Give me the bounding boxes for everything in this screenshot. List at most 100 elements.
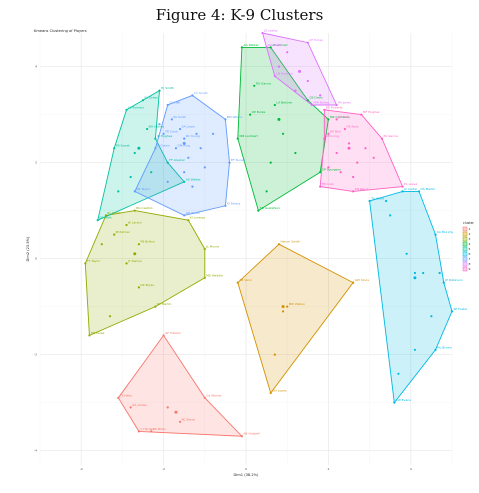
cluster-3-point-label: DK Bryan (140, 283, 154, 287)
cluster-8-point (310, 103, 314, 107)
cluster-1-point (129, 406, 132, 409)
cluster-6-point (368, 199, 371, 203)
cluster-4-point-label: LA Belcher (276, 101, 293, 105)
cluster-3-point-label: JT Ramos (127, 259, 142, 263)
cluster-2-point (352, 281, 355, 284)
cluster-5-point-label: HJ Smith (161, 86, 174, 90)
cluster-2-centroid (281, 304, 286, 309)
grid-layer (39, 33, 453, 465)
cluster-2-point-label: Hanon Smith (280, 240, 300, 244)
legend-label-9: 9 (469, 267, 471, 271)
legend-label-3: 3 (469, 237, 471, 241)
cluster-5-point-label: FF Alvarez (169, 158, 185, 162)
figure-title: Figure 4: K-9 Clusters (155, 6, 324, 24)
cluster-7-point (187, 156, 190, 159)
cluster-5-point (150, 171, 153, 174)
cluster-5-point (96, 219, 99, 222)
cluster-8-point-label: JG Lasley (263, 29, 278, 33)
cluster-8-point (286, 51, 289, 54)
cluster-3-point (187, 219, 190, 222)
cluster-9-point-label: JW Price (337, 115, 350, 119)
cluster-8-point (273, 75, 276, 78)
cluster-3-point-label: ME Weddle (206, 273, 223, 277)
cluster-7-point-label: RC Young (186, 134, 200, 138)
label-layer: GF Hakam FS Heitz C Hardin AB Hubbell Cd Wai… (86, 29, 468, 436)
cluster-6-point-label: JC Carter (403, 187, 418, 191)
cluster-7-point-label: PA Scott (173, 115, 186, 119)
cluster-1-point (203, 396, 206, 399)
cluster-6-point (405, 252, 408, 255)
cluster-7-point (154, 147, 157, 150)
cluster-2-point-label: MM Wallen (289, 302, 305, 306)
cluster-7-point (183, 171, 186, 174)
cluster-9-point (335, 151, 338, 155)
cluster-5-point-label: KL Green (145, 96, 159, 100)
cluster-7-point-label: DM King (177, 144, 190, 148)
cluster-6-point (434, 233, 437, 236)
cluster-3-point-label: JL Moore (205, 245, 219, 249)
cluster-1-point-label: Cd Wainer (206, 393, 222, 397)
y-axis-label: Dim2 (23.5%) (26, 236, 30, 262)
y-tick-label: 4 (35, 65, 37, 69)
cluster-7-point (178, 127, 182, 131)
legend-swatch-6 (462, 251, 468, 257)
cluster-1-point-label: BK Miller (153, 427, 167, 431)
cluster-9-point (327, 132, 330, 135)
legend-swatch-9 (462, 266, 468, 272)
cluster-1-point-label: OA Voster (132, 403, 148, 407)
cluster-4-point-label: WB Lambert (239, 134, 258, 138)
cluster-9-point (401, 185, 404, 188)
cluster-8-point-label: AT Torres (309, 38, 323, 42)
cluster-9-point-label: MF Hughes (363, 110, 380, 114)
cluster-5-point (129, 175, 132, 179)
cluster-4-point (253, 84, 256, 87)
cluster-2-point (281, 310, 285, 313)
legend-swatch-7 (462, 256, 468, 262)
cluster-7-point (183, 214, 186, 217)
cluster-9-point (323, 137, 326, 140)
cluster-7-point (211, 132, 215, 135)
cluster-3-point-label: TT Taylor (86, 259, 101, 263)
cluster-8-point-label: LB Howard (276, 72, 292, 76)
cluster-5-point (117, 190, 120, 193)
y-tick-label: 0 (35, 257, 37, 261)
cluster-9-point-label: EL Lopez (404, 182, 418, 186)
cluster-8-point (306, 79, 309, 83)
cluster-4-point (249, 113, 252, 116)
cluster-1-point-label: FS Heitz (120, 393, 133, 397)
cluster-2-point-label: GW Kloos (355, 278, 370, 282)
cluster-3-point (88, 334, 91, 337)
cluster-5-point-label: TB Sweet (115, 144, 131, 148)
cluster-7-point (224, 204, 227, 207)
cluster-5-point (113, 147, 116, 150)
cluster-9-point (347, 142, 351, 145)
cluster-7-point-label: TR Clark (164, 129, 178, 133)
cluster-1-point-label: GF Hakam (165, 331, 181, 335)
legend-label-6: 6 (469, 252, 471, 256)
hull-layer (84, 32, 453, 437)
cluster-6-point (413, 348, 417, 351)
cluster-7-point-label: LC Gould (194, 91, 208, 95)
cluster-4-point (269, 161, 272, 164)
cluster-5-point (141, 99, 145, 102)
cluster-4-point (306, 99, 309, 102)
cluster-3-point-label: KI Lorenzo (190, 216, 206, 220)
cluster-9-point-label: DP Bell (330, 129, 341, 133)
cluster-7-point (224, 118, 227, 121)
cluster-6-point-label: DS Martin (421, 187, 436, 191)
cluster-3-point (137, 286, 140, 289)
cluster-9-hull (319, 109, 404, 192)
cluster-4-point (257, 209, 260, 212)
cluster-6-point (393, 401, 396, 404)
cluster-4-point (319, 171, 322, 174)
cluster-5-point-label: AS Walker (186, 177, 202, 181)
cluster-5-centroid (136, 146, 141, 151)
cluster-2-point-label: AB Vann (239, 278, 252, 282)
cluster-7-point-label: GH Wood (186, 211, 200, 215)
cluster-3-point (108, 315, 112, 318)
legend-label-7: 7 (469, 257, 471, 261)
cluster-4-point-label: MR Cornwell (330, 115, 349, 119)
cluster-9-point (360, 113, 363, 116)
cluster-5-point-label: LS Romero (128, 105, 144, 109)
